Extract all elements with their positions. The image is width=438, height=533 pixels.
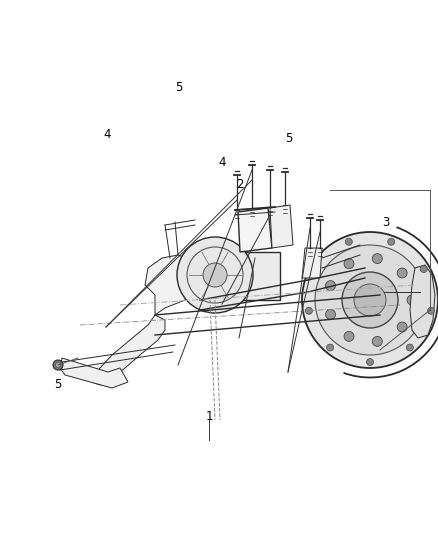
Polygon shape: [410, 265, 435, 338]
Circle shape: [420, 265, 427, 272]
Circle shape: [388, 238, 395, 245]
Polygon shape: [270, 205, 293, 248]
Text: 5: 5: [286, 132, 293, 145]
Polygon shape: [92, 315, 165, 385]
Circle shape: [407, 295, 417, 305]
Circle shape: [372, 254, 382, 264]
Circle shape: [427, 307, 434, 314]
Circle shape: [397, 322, 407, 332]
Text: 4: 4: [103, 128, 111, 141]
Circle shape: [305, 307, 312, 314]
Circle shape: [367, 359, 374, 366]
Circle shape: [53, 360, 63, 370]
Text: 4: 4: [219, 156, 226, 169]
Circle shape: [177, 237, 253, 313]
Circle shape: [344, 259, 354, 269]
Text: 5: 5: [54, 378, 61, 391]
Circle shape: [302, 232, 438, 368]
Circle shape: [315, 245, 425, 355]
Circle shape: [325, 281, 336, 290]
Circle shape: [372, 336, 382, 346]
Circle shape: [313, 265, 320, 272]
Circle shape: [397, 268, 407, 278]
Circle shape: [327, 344, 334, 351]
Circle shape: [203, 263, 227, 287]
Text: 2: 2: [236, 179, 244, 191]
Polygon shape: [302, 248, 322, 278]
Polygon shape: [60, 358, 128, 388]
Circle shape: [406, 344, 413, 351]
Circle shape: [56, 362, 60, 367]
Polygon shape: [238, 208, 272, 252]
Text: 5: 5: [175, 82, 182, 94]
Text: 3: 3: [382, 216, 389, 229]
Bar: [225, 252, 280, 300]
Circle shape: [345, 238, 352, 245]
Circle shape: [342, 272, 398, 328]
Circle shape: [344, 332, 354, 341]
Polygon shape: [145, 255, 200, 315]
Circle shape: [325, 309, 336, 319]
Text: 1: 1: [205, 410, 213, 423]
Circle shape: [354, 284, 386, 316]
